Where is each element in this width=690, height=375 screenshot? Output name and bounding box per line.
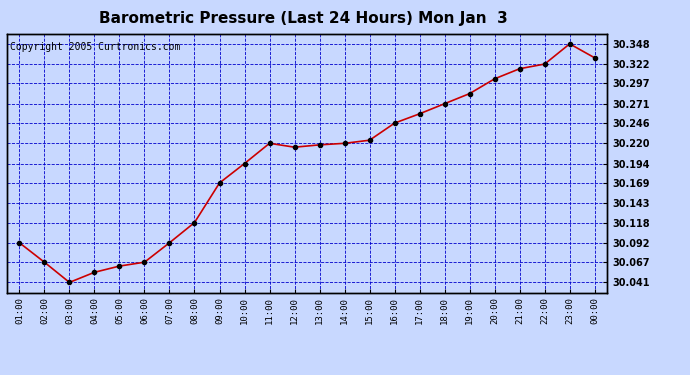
Text: Barometric Pressure (Last 24 Hours) Mon Jan  3: Barometric Pressure (Last 24 Hours) Mon … (99, 11, 508, 26)
Text: Copyright 2005 Curtronics.com: Copyright 2005 Curtronics.com (10, 42, 180, 51)
